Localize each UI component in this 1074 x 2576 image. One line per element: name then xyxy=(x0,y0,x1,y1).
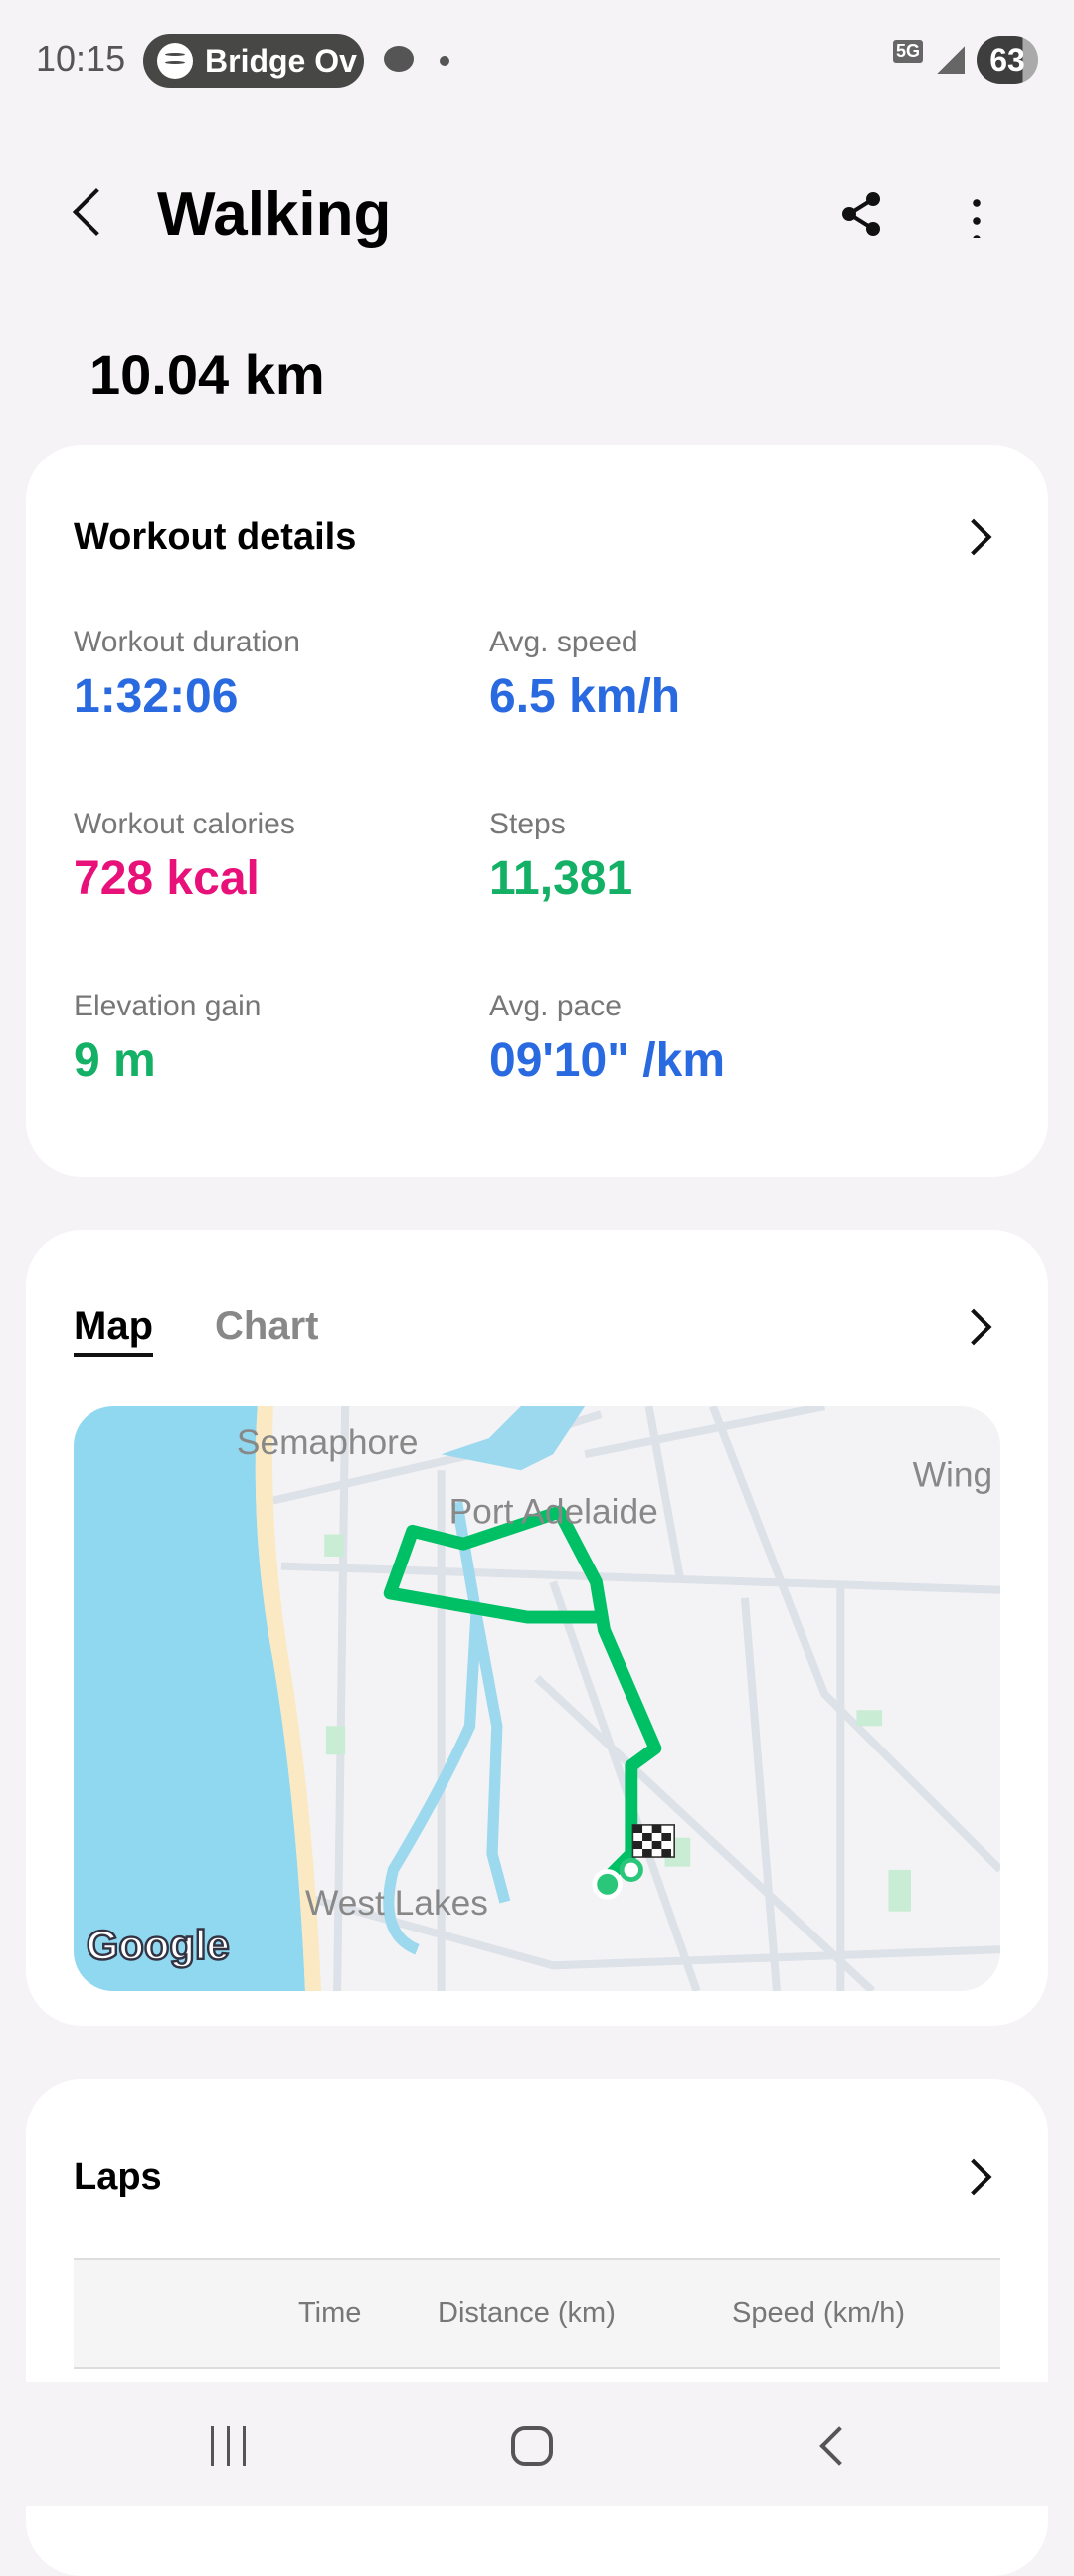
place-label: Wing xyxy=(913,1455,993,1494)
column-time: Time xyxy=(298,2298,362,2329)
port-water xyxy=(441,1406,586,1471)
stat-label: Steps xyxy=(489,808,566,840)
battery-icon: 63 xyxy=(977,36,1038,84)
start-marker-icon xyxy=(592,1869,623,1900)
route-line xyxy=(383,1505,662,1885)
google-logo: Google xyxy=(87,1922,230,1968)
home-button[interactable] xyxy=(511,2426,553,2466)
back-button[interactable] xyxy=(72,187,121,237)
more-options-icon[interactable] xyxy=(973,194,981,238)
media-chip[interactable]: Bridge Ov xyxy=(143,34,364,88)
stat-value: 11,381 xyxy=(489,852,633,905)
column-speed: Speed (km/h) xyxy=(732,2298,906,2329)
signal-icon xyxy=(937,46,965,74)
sea xyxy=(74,1406,305,1991)
workout-details-title[interactable]: Workout details xyxy=(74,516,357,558)
total-distance: 10.04 km xyxy=(90,343,325,406)
place-label: Port Adelaide xyxy=(449,1492,658,1531)
beach xyxy=(255,1406,322,1991)
stat-label: Elevation gain xyxy=(74,990,262,1022)
stat-label: Avg. speed xyxy=(489,626,638,658)
share-icon[interactable] xyxy=(841,191,883,237)
tab-chart[interactable]: Chart xyxy=(215,1304,319,1348)
stat-value: 6.5 km/h xyxy=(489,670,681,723)
end-marker-icon xyxy=(619,1857,643,1882)
river xyxy=(383,1501,511,1955)
finish-flag-icon xyxy=(631,1824,675,1858)
stat-value: 9 m xyxy=(74,1034,156,1087)
workout-details-chevron-icon[interactable] xyxy=(955,518,992,556)
chat-icon xyxy=(384,46,414,72)
navigation-bar xyxy=(0,2382,1074,2506)
stat-label: Avg. pace xyxy=(489,990,622,1022)
laps-title[interactable]: Laps xyxy=(74,2156,162,2198)
stat-value: 1:32:06 xyxy=(74,670,239,723)
map-card: Map Chart Semaphore Port Adelaide Wing W… xyxy=(26,1230,1048,2026)
stat-value: 09'10" /km xyxy=(489,1034,725,1087)
stat-value: 728 kcal xyxy=(74,852,260,905)
spotify-icon xyxy=(157,43,193,79)
stat-label: Workout duration xyxy=(74,626,300,658)
stat-label: Workout calories xyxy=(74,808,295,840)
workout-details-card: Workout details Workout duration 1:32:06… xyxy=(26,445,1048,1177)
laps-table-header: Time Distance (km) Speed (km/h) xyxy=(74,2258,1000,2369)
dot-icon xyxy=(440,56,449,66)
media-title: Bridge Ov xyxy=(205,42,357,79)
map-view[interactable]: Semaphore Port Adelaide Wing West Lakes … xyxy=(74,1406,1000,1991)
map-chevron-icon[interactable] xyxy=(955,1308,992,1346)
place-label: Semaphore xyxy=(237,1423,419,1462)
recent-apps-button[interactable] xyxy=(211,2426,251,2466)
laps-chevron-icon[interactable] xyxy=(955,2158,992,2196)
back-nav-button[interactable] xyxy=(819,2426,859,2466)
place-label: West Lakes xyxy=(305,1884,488,1923)
tab-map[interactable]: Map xyxy=(74,1304,153,1357)
column-distance: Distance (km) xyxy=(438,2298,616,2329)
network-5g-icon: 5G xyxy=(893,40,924,63)
page-title: Walking xyxy=(157,180,392,249)
status-time: 10:15 xyxy=(36,38,126,79)
